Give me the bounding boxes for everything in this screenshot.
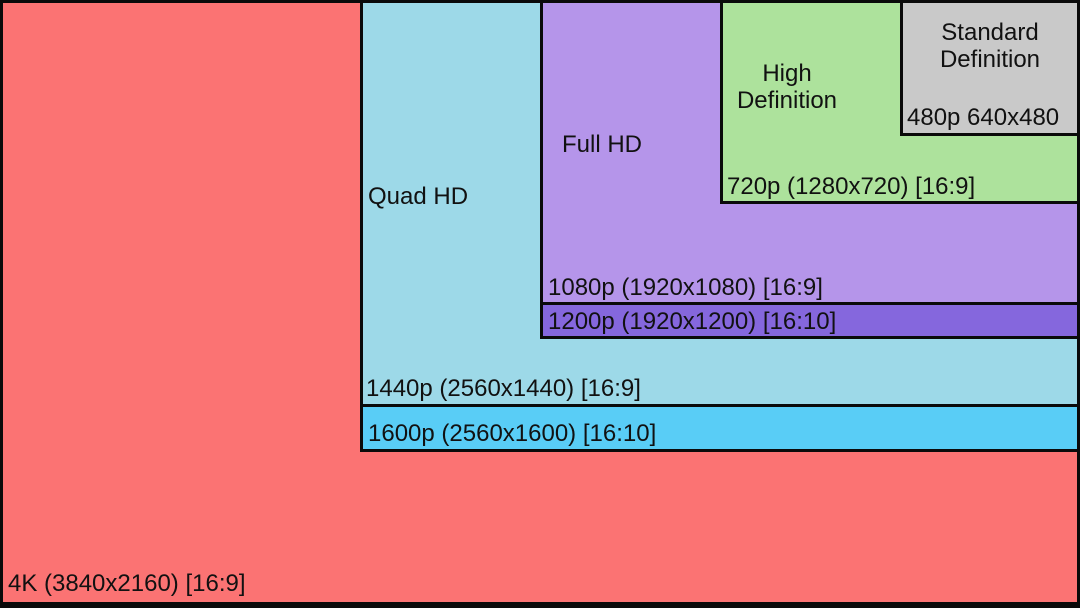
- standard-definition-name-label: Standard Definition: [939, 19, 1041, 73]
- rect-480p-standard-definition: [900, 0, 1080, 136]
- high-definition-name-label: High Definition: [736, 60, 838, 114]
- full-hd-name-label: Full HD: [562, 131, 643, 158]
- label-720p: 720p (1280x720) [16:9]: [727, 173, 976, 200]
- label-1600p: 1600p (2560x1600) [16:10]: [368, 420, 657, 447]
- label-1080p: 1080p (1920x1080) [16:9]: [548, 274, 823, 301]
- label-480p: 480p 640x480: [907, 104, 1060, 131]
- label-4k: 4K (3840x2160) [16:9]: [8, 570, 246, 597]
- label-1200p: 1200p (1920x1200) [16:10]: [548, 308, 837, 335]
- label-1440p: 1440p (2560x1440) [16:9]: [366, 375, 641, 402]
- quad-hd-name-label: Quad HD: [368, 183, 469, 210]
